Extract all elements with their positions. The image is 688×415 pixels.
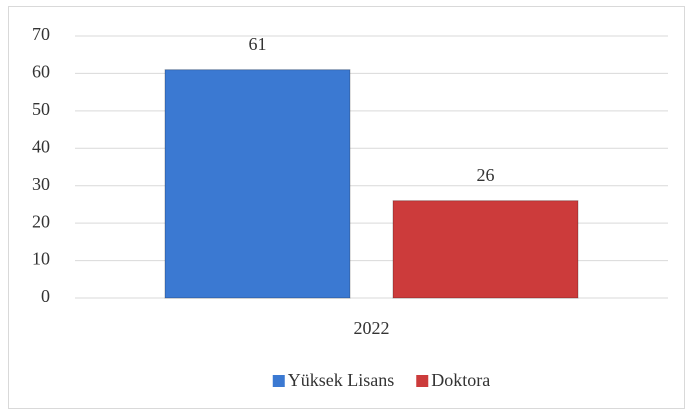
bar xyxy=(392,200,579,299)
y-tick-label: 10 xyxy=(32,249,50,269)
y-tick-label: 70 xyxy=(32,24,50,44)
y-tick-label: 30 xyxy=(32,174,50,194)
data-label: 61 xyxy=(249,34,267,54)
bar xyxy=(164,69,351,299)
y-tick-label: 20 xyxy=(32,211,50,231)
y-tick-label: 60 xyxy=(32,62,50,82)
legend-swatch xyxy=(272,375,285,387)
y-tick-label: 40 xyxy=(32,136,50,156)
data-label: 26 xyxy=(477,165,495,185)
x-tick-label: 2022 xyxy=(354,318,390,338)
legend-label: Doktora xyxy=(431,370,490,390)
legend-label: Yüksek Lisans xyxy=(288,370,395,390)
y-tick-label: 0 xyxy=(41,286,50,306)
y-tick-label: 50 xyxy=(32,99,50,119)
legend-swatch xyxy=(416,375,429,387)
